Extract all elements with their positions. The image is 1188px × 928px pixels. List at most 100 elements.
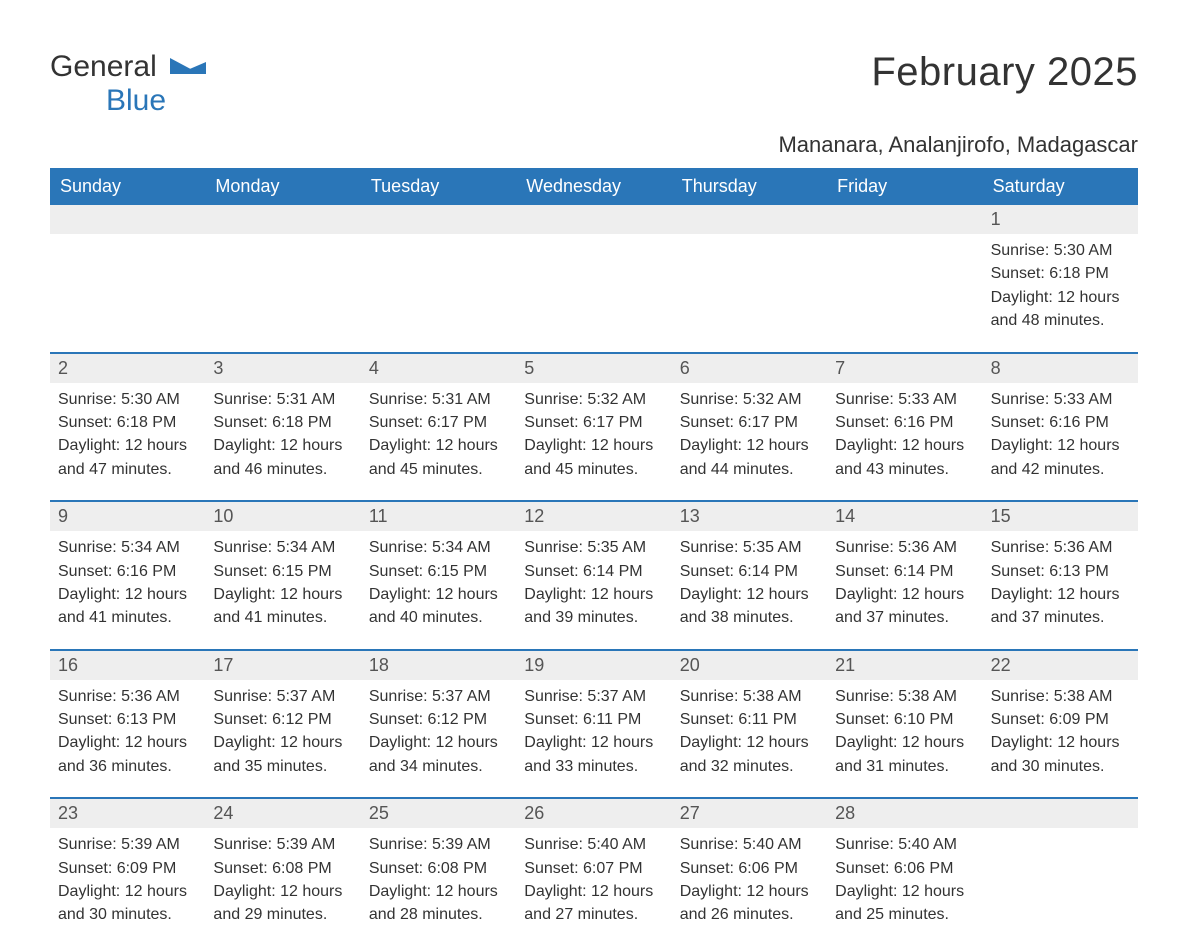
day-dl2: and 39 minutes. [524,607,663,629]
day-sunset: Sunset: 6:11 PM [680,709,819,731]
day-sunset: Sunset: 6:07 PM [524,858,663,880]
day-number: 17 [205,651,360,680]
day-dl2: and 29 minutes. [213,904,352,926]
day-dl2: and 42 minutes. [991,459,1130,481]
day-dl1: Daylight: 12 hours [680,435,819,457]
day-number-bar: 3 [205,354,360,383]
day-dl2: and 46 minutes. [213,459,352,481]
day-sunset: Sunset: 6:12 PM [213,709,352,731]
day-number-bar: 27 [672,799,827,828]
day-sunset: Sunset: 6:14 PM [524,561,663,583]
day-data: Sunrise: 5:32 AMSunset: 6:17 PMDaylight:… [672,383,827,482]
day-number: 23 [50,799,205,828]
day-cell: 18Sunrise: 5:37 AMSunset: 6:12 PMDayligh… [361,651,516,780]
day-number: 24 [205,799,360,828]
day-data: Sunrise: 5:37 AMSunset: 6:12 PMDaylight:… [361,680,516,779]
day-number: 6 [672,354,827,383]
day-sunrise: Sunrise: 5:33 AM [835,389,974,411]
weekday-saturday: Saturday [983,168,1138,205]
day-sunset: Sunset: 6:17 PM [524,412,663,434]
day-number: 7 [827,354,982,383]
day-dl1: Daylight: 12 hours [213,584,352,606]
day-sunrise: Sunrise: 5:35 AM [680,537,819,559]
day-cell: 6Sunrise: 5:32 AMSunset: 6:17 PMDaylight… [672,354,827,483]
day-dl2: and 44 minutes. [680,459,819,481]
day-cell: 8Sunrise: 5:33 AMSunset: 6:16 PMDaylight… [983,354,1138,483]
day-sunset: Sunset: 6:18 PM [58,412,197,434]
day-dl2: and 30 minutes. [58,904,197,926]
day-cell [983,799,1138,928]
day-sunset: Sunset: 6:17 PM [369,412,508,434]
day-dl2: and 48 minutes. [991,310,1130,332]
day-sunrise: Sunrise: 5:39 AM [369,834,508,856]
day-cell: 24Sunrise: 5:39 AMSunset: 6:08 PMDayligh… [205,799,360,928]
day-cell: 15Sunrise: 5:36 AMSunset: 6:13 PMDayligh… [983,502,1138,631]
day-cell: 25Sunrise: 5:39 AMSunset: 6:08 PMDayligh… [361,799,516,928]
day-sunrise: Sunrise: 5:40 AM [680,834,819,856]
day-data: Sunrise: 5:39 AMSunset: 6:08 PMDaylight:… [205,828,360,927]
day-data: Sunrise: 5:39 AMSunset: 6:09 PMDaylight:… [50,828,205,927]
day-dl1: Daylight: 12 hours [680,732,819,754]
day-sunset: Sunset: 6:16 PM [58,561,197,583]
day-number: 22 [983,651,1138,680]
day-number-bar: 16 [50,651,205,680]
day-number [672,205,827,234]
day-number-bar: 1 [983,205,1138,234]
day-number-bar: 7 [827,354,982,383]
day-sunrise: Sunrise: 5:40 AM [524,834,663,856]
day-number-bar: 5 [516,354,671,383]
day-dl1: Daylight: 12 hours [991,584,1130,606]
day-number: 18 [361,651,516,680]
day-cell [827,205,982,334]
day-number [50,205,205,234]
day-sunrise: Sunrise: 5:38 AM [991,686,1130,708]
day-dl1: Daylight: 12 hours [835,732,974,754]
logo-part1: General [50,50,157,83]
day-cell: 3Sunrise: 5:31 AMSunset: 6:18 PMDaylight… [205,354,360,483]
day-dl2: and 40 minutes. [369,607,508,629]
day-number [983,799,1138,828]
day-number: 25 [361,799,516,828]
day-number: 21 [827,651,982,680]
day-number: 14 [827,502,982,531]
day-dl1: Daylight: 12 hours [524,732,663,754]
day-dl2: and 27 minutes. [524,904,663,926]
day-dl1: Daylight: 12 hours [835,881,974,903]
day-data: Sunrise: 5:34 AMSunset: 6:15 PMDaylight:… [205,531,360,630]
day-number: 13 [672,502,827,531]
day-number: 10 [205,502,360,531]
day-data: Sunrise: 5:32 AMSunset: 6:17 PMDaylight:… [516,383,671,482]
day-sunset: Sunset: 6:09 PM [991,709,1130,731]
day-dl1: Daylight: 12 hours [680,881,819,903]
day-number-bar: 26 [516,799,671,828]
day-number: 4 [361,354,516,383]
day-dl2: and 37 minutes. [835,607,974,629]
day-dl1: Daylight: 12 hours [524,881,663,903]
header: General Blue February 2025 [50,50,1138,118]
day-number-bar: 19 [516,651,671,680]
weekday-tuesday: Tuesday [361,168,516,205]
day-number-bar [50,205,205,234]
day-sunrise: Sunrise: 5:36 AM [58,686,197,708]
day-number-bar: 6 [672,354,827,383]
day-number-bar: 2 [50,354,205,383]
day-number-bar: 18 [361,651,516,680]
day-sunset: Sunset: 6:15 PM [213,561,352,583]
day-sunset: Sunset: 6:16 PM [835,412,974,434]
day-number-bar: 8 [983,354,1138,383]
logo-text: General Blue [50,50,166,118]
day-dl2: and 41 minutes. [213,607,352,629]
day-cell [516,205,671,334]
day-dl1: Daylight: 12 hours [369,584,508,606]
day-sunrise: Sunrise: 5:36 AM [835,537,974,559]
day-number-bar [983,799,1138,828]
day-sunrise: Sunrise: 5:34 AM [58,537,197,559]
weekday-sunday: Sunday [50,168,205,205]
day-number: 15 [983,502,1138,531]
weekday-header-row: SundayMondayTuesdayWednesdayThursdayFrid… [50,168,1138,205]
day-number: 11 [361,502,516,531]
day-dl2: and 37 minutes. [991,607,1130,629]
day-cell: 20Sunrise: 5:38 AMSunset: 6:11 PMDayligh… [672,651,827,780]
day-dl2: and 41 minutes. [58,607,197,629]
day-number [516,205,671,234]
